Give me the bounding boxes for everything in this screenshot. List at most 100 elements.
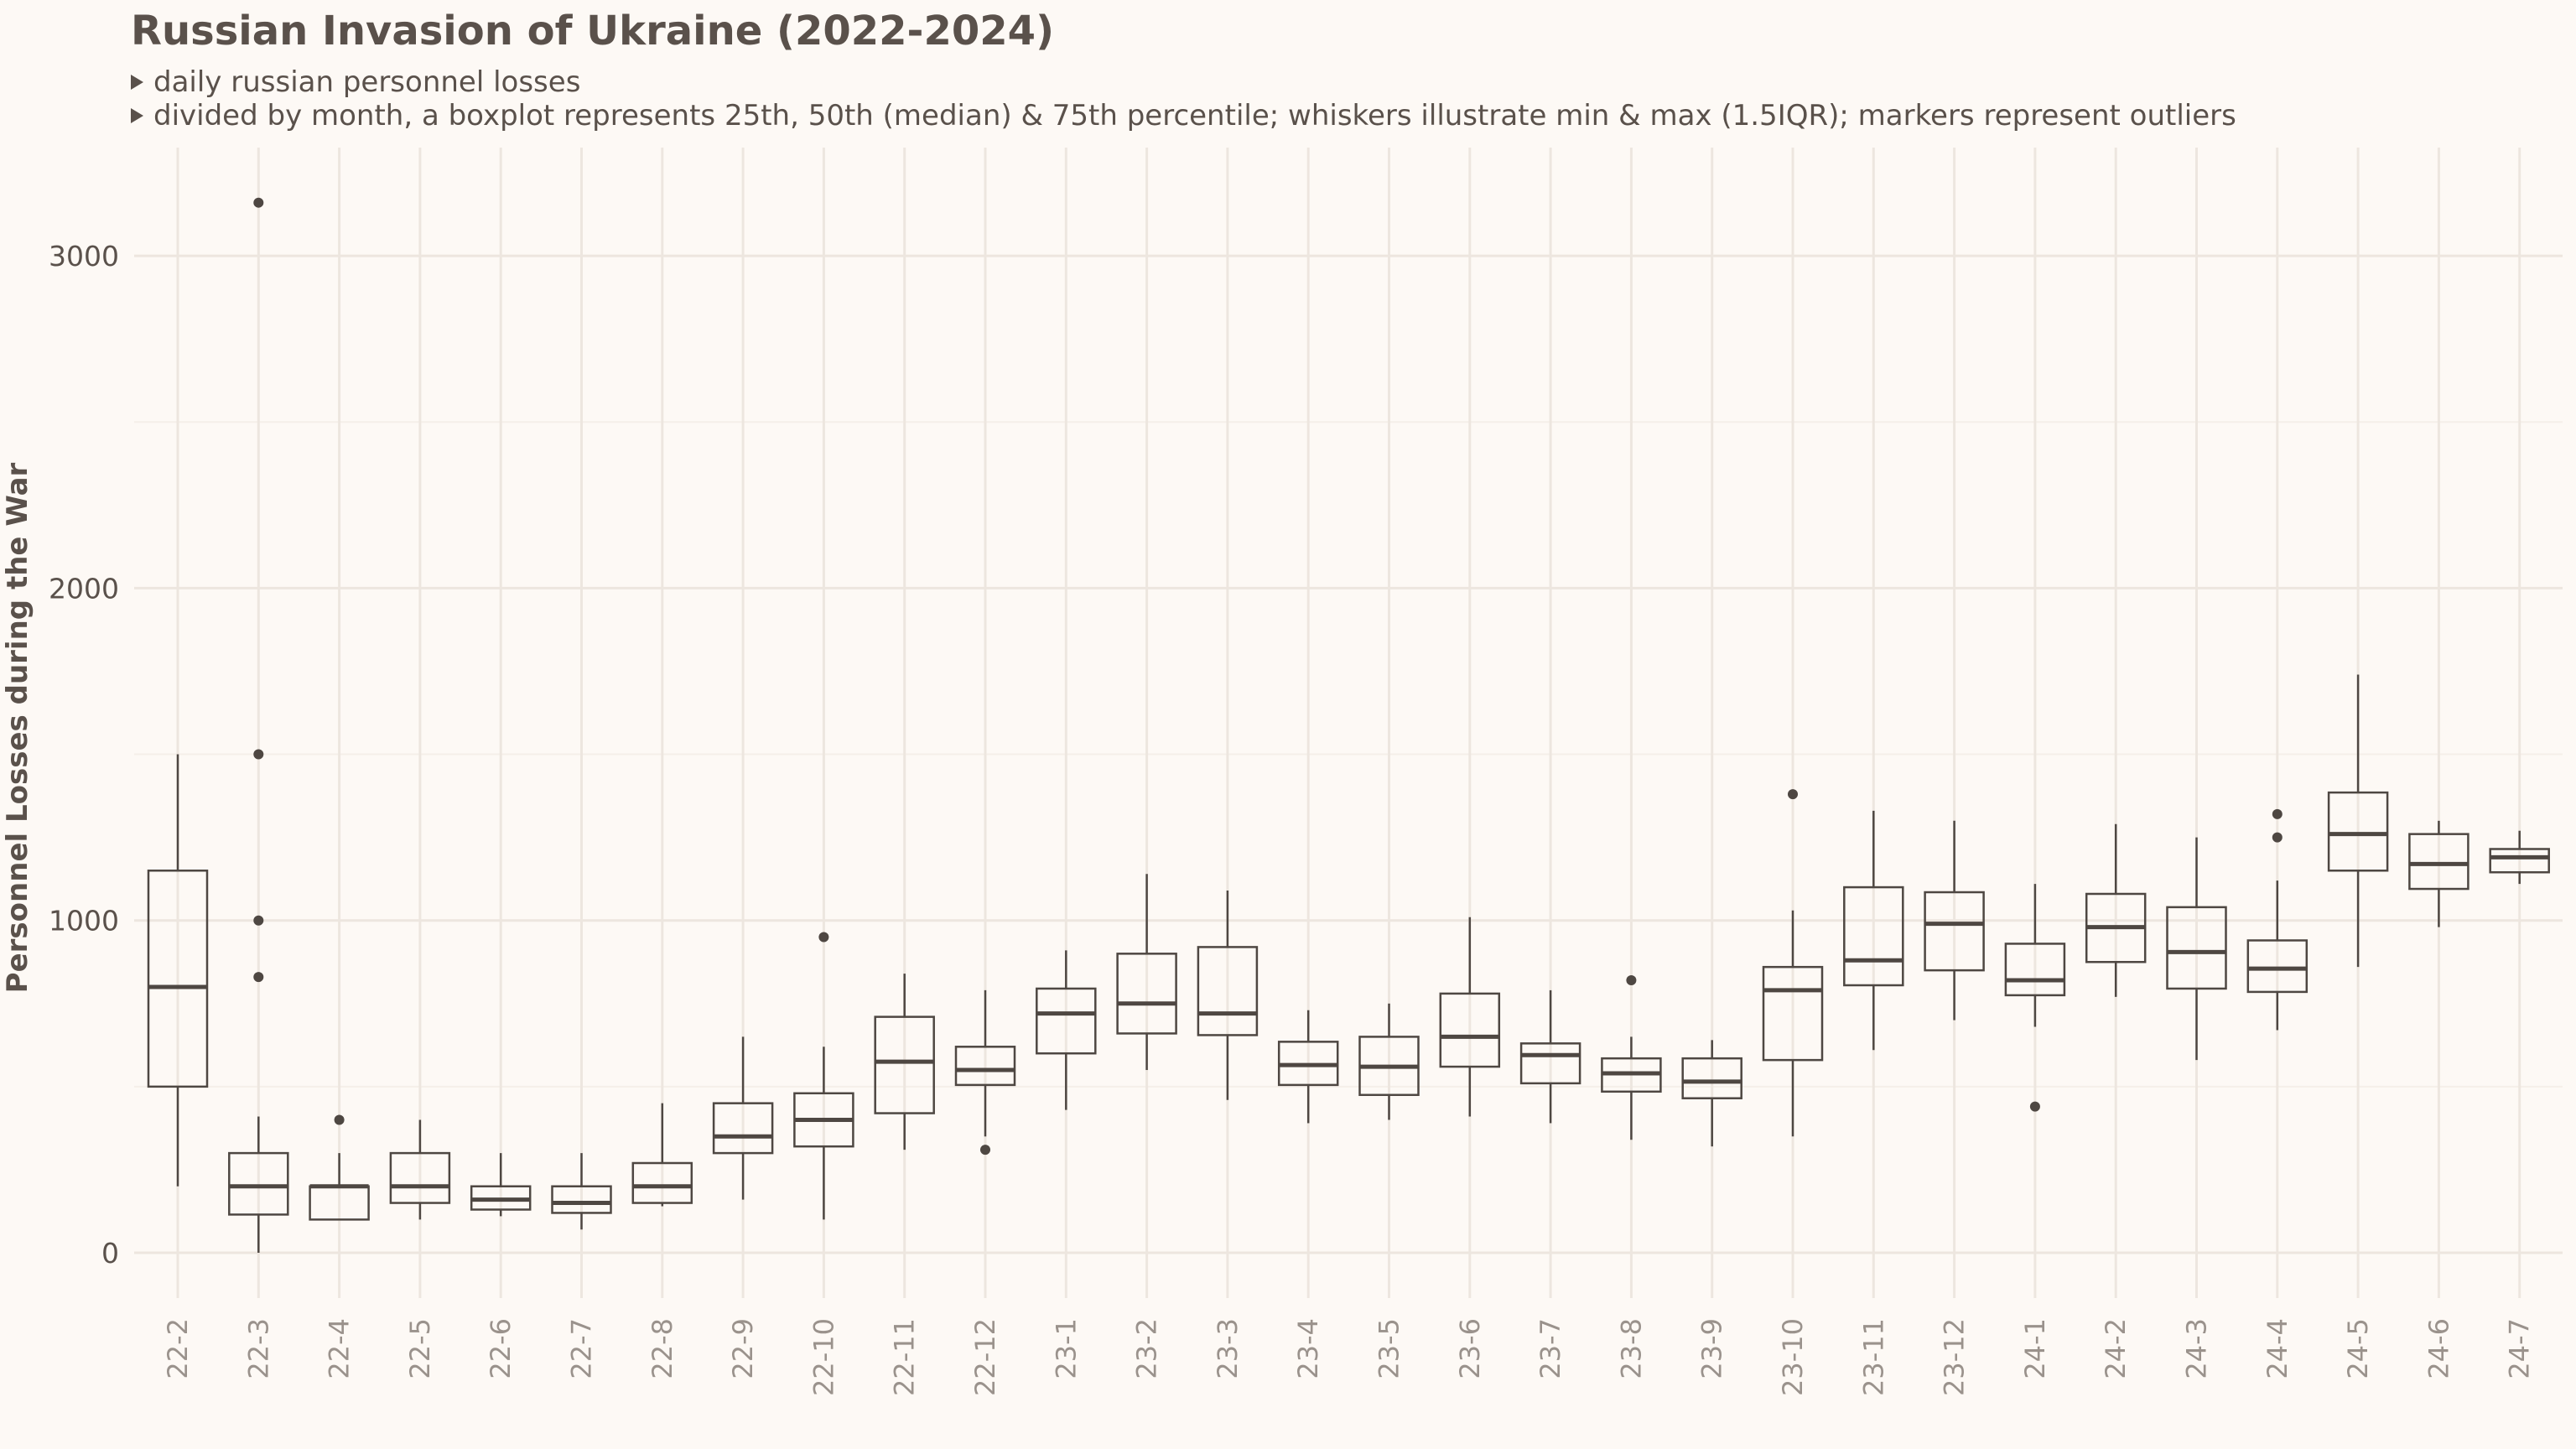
x-tick-label: 22-7: [566, 1318, 598, 1379]
iqr-box: [2327, 791, 2389, 872]
boxplot-23-10: [1762, 789, 1824, 1137]
outlier-point: [334, 1114, 345, 1125]
x-tick-label: 22-6: [485, 1318, 517, 1379]
outlier-point: [253, 915, 264, 926]
outlier-point: [2272, 832, 2283, 843]
outlier-point: [1626, 975, 1637, 986]
boxplot-22-11: [874, 974, 935, 1150]
subtitle-text-1: daily russian personnel losses: [153, 65, 581, 99]
boxplot-24-3: [2166, 837, 2227, 1061]
x-tick-label: 24-4: [2262, 1318, 2293, 1379]
iqr-box: [2166, 906, 2227, 990]
y-tick-label: 1000: [49, 905, 119, 937]
boxplot-23-11: [1843, 810, 1904, 1051]
y-axis-tick-labels: 0 1000 2000 3000: [49, 240, 119, 1270]
y-tick-label: 2000: [49, 572, 119, 605]
boxplot-22-8: [631, 1103, 693, 1207]
y-tick-label: 0: [101, 1237, 119, 1270]
boxplot-23-12: [1924, 820, 1985, 1021]
iqr-box: [712, 1102, 774, 1155]
boxplot-22-6: [470, 1153, 532, 1217]
x-tick-label: 22-4: [324, 1318, 356, 1379]
x-tick-label: 24-3: [2181, 1318, 2213, 1379]
iqr-box: [631, 1161, 693, 1204]
outlier-point: [2272, 808, 2283, 819]
x-tick-label: 23-10: [1777, 1318, 1809, 1396]
subtitle-text-2: divided by month, a boxplot represents 2…: [153, 99, 2236, 132]
x-tick-label: 23-11: [1857, 1318, 1889, 1396]
x-tick-label: 23-7: [1535, 1318, 1566, 1379]
boxplot-22-7: [551, 1153, 612, 1230]
iqr-box: [1036, 987, 1097, 1055]
outlier-point: [253, 972, 264, 983]
x-axis-tick-labels: 22-2 22-3 22-4 22-5 22-6 22-7 22-8 22-9 22-10 22-…: [162, 1318, 2536, 1396]
iqr-box: [389, 1151, 451, 1204]
x-tick-label: 23-9: [1696, 1318, 1728, 1379]
triangle-bullet-icon: [131, 75, 143, 90]
x-tick-label: 24-5: [2342, 1318, 2374, 1379]
iqr-box: [228, 1151, 289, 1216]
boxplot-23-5: [1358, 1003, 1420, 1120]
boxplot-23-1: [1036, 950, 1097, 1110]
x-tick-label: 23-1: [1050, 1318, 1082, 1379]
x-tick-label: 24-6: [2423, 1318, 2454, 1379]
boxplot-22-12: [954, 989, 1016, 1156]
x-tick-label: 23-2: [1131, 1318, 1163, 1379]
boxplot-23-8: [1601, 975, 1662, 1140]
outlier-point: [2029, 1101, 2040, 1112]
iqr-box: [954, 1046, 1016, 1087]
iqr-box: [2246, 939, 2309, 994]
x-tick-label: 22-8: [647, 1318, 678, 1379]
x-tick-label: 22-3: [242, 1318, 274, 1379]
x-tick-label: 24-7: [2504, 1318, 2536, 1379]
iqr-box: [551, 1185, 612, 1214]
boxplot-22-5: [389, 1119, 451, 1220]
boxplot-24-4: [2246, 808, 2309, 1031]
iqr-box: [2408, 833, 2470, 891]
boxplot-22-3: [228, 197, 289, 1253]
y-tick-label: 3000: [49, 240, 119, 273]
boxplot-23-7: [1519, 989, 1581, 1124]
x-tick-label: 22-5: [404, 1318, 436, 1379]
outlier-point: [980, 1145, 990, 1156]
iqr-box: [1924, 891, 1985, 972]
outlier-point: [253, 197, 264, 208]
boxplot-24-7: [2489, 830, 2550, 885]
y-axis-label: Personnel Losses during the War: [1, 462, 34, 993]
x-tick-label: 23-5: [1374, 1318, 1405, 1379]
subtitle-line-1: daily russian personnel losses: [131, 64, 580, 101]
boxplot-24-1: [2004, 884, 2066, 1112]
iqr-box: [1439, 992, 1501, 1068]
x-tick-label: 22-10: [808, 1318, 839, 1396]
boxplot-22-10: [793, 932, 854, 1220]
x-tick-label: 23-12: [1939, 1318, 1971, 1396]
x-tick-label: 22-2: [162, 1318, 194, 1379]
chart-title: Russian Invasion of Ukraine (2022-2024): [131, 8, 1054, 55]
boxplot-23-3: [1197, 891, 1259, 1100]
x-tick-label: 23-4: [1292, 1318, 1324, 1379]
x-tick-label: 23-6: [1454, 1318, 1486, 1379]
x-tick-label: 22-12: [969, 1318, 1001, 1396]
boxplot-24-6: [2408, 820, 2470, 927]
iqr-box: [1762, 965, 1824, 1062]
outlier-point: [818, 932, 829, 943]
boxplot-22-4: [309, 1114, 370, 1221]
boxplot-22-2: [147, 754, 209, 1187]
iqr-box: [147, 870, 209, 1088]
iqr-box: [1681, 1057, 1742, 1099]
boxplot-23-9: [1681, 1040, 1742, 1147]
boxplot-22-9: [712, 1036, 774, 1200]
boxplot-23-6: [1439, 917, 1501, 1117]
iqr-box: [1197, 946, 1259, 1036]
iqr-box: [1843, 886, 1904, 987]
iqr-box: [874, 1015, 935, 1114]
x-tick-label: 24-2: [2100, 1318, 2132, 1379]
triangle-bullet-icon: [131, 108, 143, 123]
outlier-point: [253, 749, 264, 760]
boxplot-24-2: [2085, 823, 2147, 997]
x-tick-label: 22-11: [889, 1318, 921, 1396]
boxplot-23-4: [1277, 1010, 1339, 1124]
boxplot-23-2: [1116, 874, 1177, 1071]
iqr-box: [2489, 848, 2550, 874]
